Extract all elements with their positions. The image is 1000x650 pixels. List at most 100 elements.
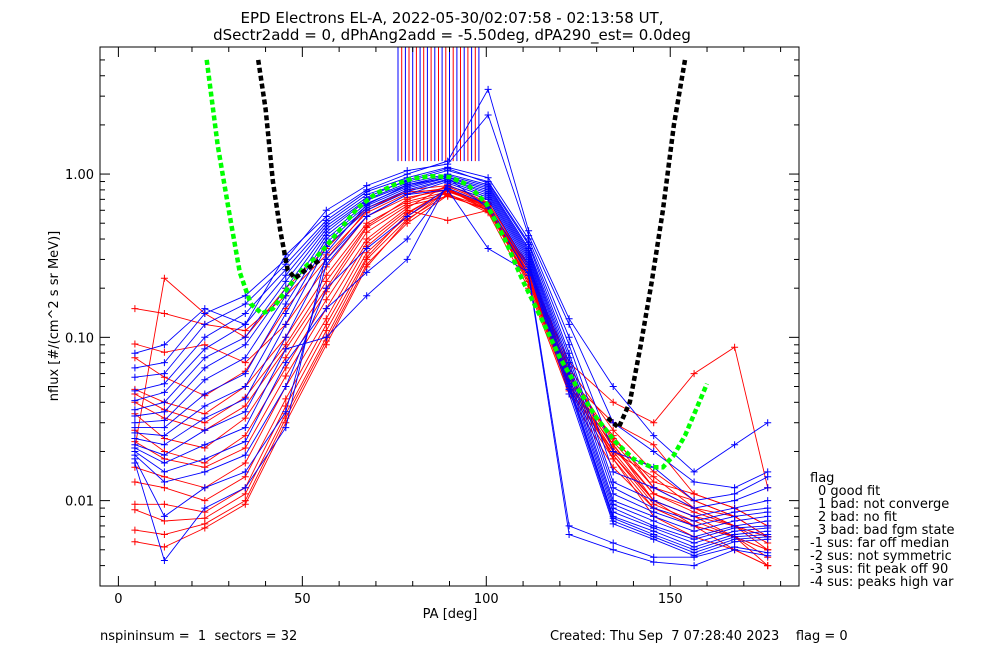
series-0-profile-2 xyxy=(131,186,772,530)
data-point xyxy=(131,459,139,467)
x-tick-label: 100 xyxy=(474,592,499,607)
data-point xyxy=(241,327,249,335)
legend-item: -1 sus: far off median xyxy=(810,536,949,551)
x-axis-label: PA [deg] xyxy=(423,607,478,622)
data-point xyxy=(363,268,371,276)
data-point xyxy=(282,359,290,367)
data-point xyxy=(690,478,698,486)
data-point xyxy=(764,419,772,427)
data-point xyxy=(160,500,168,508)
data-point xyxy=(160,380,168,388)
data-point xyxy=(282,395,290,403)
data-point xyxy=(201,504,209,512)
data-point xyxy=(201,376,209,384)
data-point xyxy=(201,402,209,410)
data-point xyxy=(322,277,330,285)
profile-line xyxy=(134,184,768,538)
series-0-profile-15 xyxy=(131,187,772,551)
footer-left: nspininsum = 1 sectors = 32 xyxy=(100,629,297,644)
data-point xyxy=(241,468,249,476)
profile-line xyxy=(134,177,768,567)
data-point xyxy=(565,341,573,349)
data-point xyxy=(731,441,739,449)
legend-item: 1 bad: not converge xyxy=(818,497,949,512)
data-point xyxy=(241,484,249,492)
data-point xyxy=(322,305,330,313)
data-point xyxy=(160,310,168,317)
data-point xyxy=(764,484,772,492)
data-point xyxy=(201,524,209,532)
data-point xyxy=(241,320,249,328)
series-1-profile-6 xyxy=(131,172,772,530)
data-point xyxy=(241,451,249,459)
data-point xyxy=(160,416,168,424)
data-point xyxy=(241,341,249,349)
profile-line xyxy=(134,189,768,527)
data-point xyxy=(131,435,139,442)
data-point xyxy=(160,512,168,520)
data-series xyxy=(131,85,772,570)
data-point xyxy=(731,343,739,351)
data-point xyxy=(160,441,168,449)
data-point xyxy=(160,557,168,564)
data-point xyxy=(650,441,658,449)
data-point xyxy=(363,182,371,190)
legend-item: -3 sus: fit peak off 90 xyxy=(810,562,948,577)
profile-line xyxy=(134,185,768,538)
data-point xyxy=(160,424,168,432)
data-point xyxy=(609,448,617,455)
data-point xyxy=(241,459,249,467)
data-point xyxy=(160,348,168,356)
data-point xyxy=(160,408,168,416)
data-point xyxy=(131,478,139,486)
data-point xyxy=(650,497,658,505)
data-point xyxy=(363,292,371,300)
data-point xyxy=(282,424,290,432)
data-point xyxy=(160,478,168,486)
data-point xyxy=(201,441,209,449)
data-point xyxy=(282,333,290,341)
y-tick-label: 0.10 xyxy=(65,331,94,346)
data-point xyxy=(131,364,139,372)
legend-title: flag xyxy=(810,471,834,486)
data-point xyxy=(403,191,411,198)
data-point xyxy=(160,274,168,282)
flag-legend: flag 0 good fit 1 bad: not converge 2 ba… xyxy=(810,471,955,590)
data-point xyxy=(131,340,139,348)
data-point xyxy=(731,497,739,505)
data-point xyxy=(241,300,249,308)
series-0-profile-6 xyxy=(131,190,772,570)
fit-curve-0 xyxy=(204,59,710,470)
data-point xyxy=(201,333,209,341)
profile-line xyxy=(134,173,768,522)
data-point xyxy=(565,333,573,341)
data-point xyxy=(690,490,698,498)
data-point xyxy=(131,538,139,546)
data-point xyxy=(322,320,330,328)
series-1-profile-4 xyxy=(131,165,772,520)
series-0-profile-8 xyxy=(131,181,772,541)
data-point xyxy=(609,398,617,406)
series-1-profile-14 xyxy=(131,184,772,560)
data-point xyxy=(609,539,617,547)
profile-line xyxy=(134,114,768,489)
profile-line xyxy=(134,181,768,548)
data-point xyxy=(201,484,209,492)
data-point xyxy=(322,271,330,279)
data-point xyxy=(650,448,658,455)
y-axis-label: nflux [#/(cm^2 s sr MeV)] xyxy=(47,231,62,401)
data-point xyxy=(731,546,739,554)
data-point xyxy=(764,535,772,543)
data-point xyxy=(282,300,290,308)
data-point xyxy=(322,327,330,335)
data-point xyxy=(609,520,617,528)
y-tick-label: 1.00 xyxy=(65,168,94,183)
data-point xyxy=(609,468,617,476)
data-point xyxy=(241,414,249,422)
fit-curve-2 xyxy=(606,59,688,432)
data-point xyxy=(282,383,290,390)
data-point xyxy=(131,349,139,357)
data-point xyxy=(201,364,209,372)
data-point xyxy=(241,354,249,362)
